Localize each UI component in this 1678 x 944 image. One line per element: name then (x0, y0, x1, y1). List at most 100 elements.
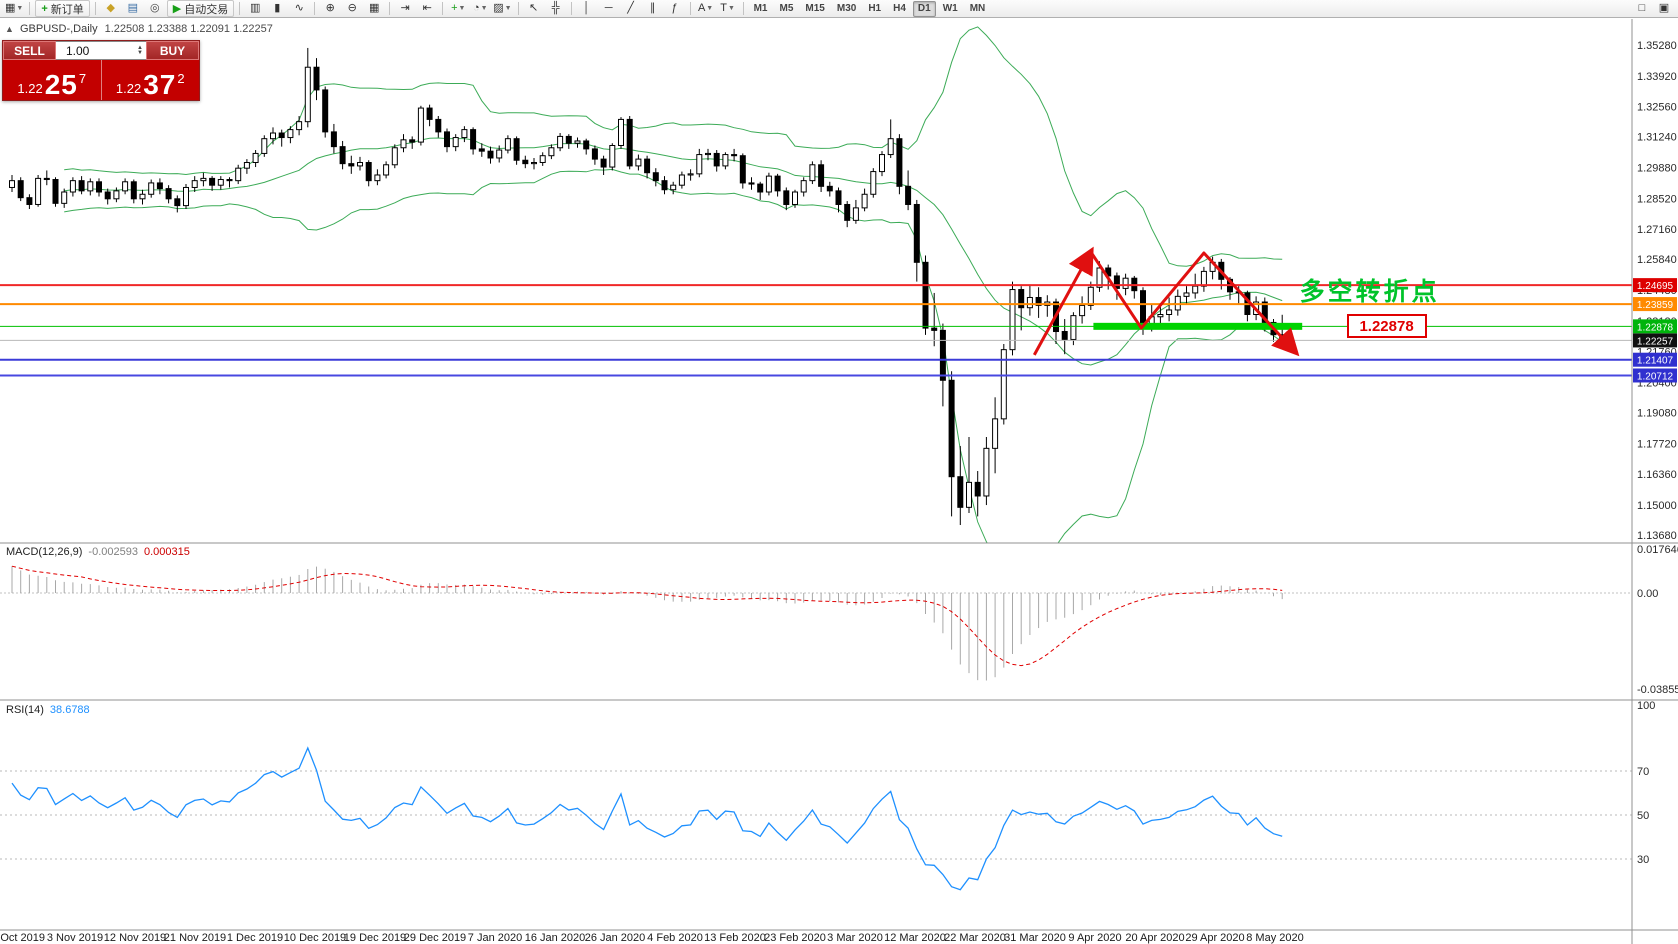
timeframe-w1[interactable]: W1 (942, 3, 958, 14)
tile-windows-icon[interactable]: ▦ (364, 0, 384, 17)
rsi-name: RSI(14) (6, 704, 44, 716)
candle-body (548, 147, 555, 157)
timeframe-m15[interactable]: M15 (805, 3, 825, 14)
candle-body (156, 182, 163, 190)
candle-body (809, 164, 816, 182)
price-tick: 1.13680 (1637, 530, 1677, 542)
toolbar-separator (239, 2, 241, 15)
candle (322, 86, 329, 138)
equidistant-channel-icon[interactable]: ∥ (643, 0, 663, 17)
candle (43, 170, 50, 186)
chart-shift-icon[interactable]: ⇤ (417, 0, 437, 17)
candle (1009, 281, 1016, 356)
new-window-icon[interactable]: □ (1632, 0, 1652, 17)
price-tag-label: 1.22257 (1637, 336, 1674, 347)
time-label: 4 Feb 2020 (647, 932, 703, 944)
templates-icon[interactable]: ▨ ▼ (492, 0, 512, 17)
price-axis[interactable] (1633, 19, 1678, 944)
rsi-tick: 100 (1637, 700, 1655, 712)
macd-panel[interactable] (0, 565, 1632, 681)
volume-input[interactable]: 1.00 ▲ ▼ (56, 41, 146, 60)
crosshair-icon[interactable]: ╬ (546, 0, 566, 17)
timeframe-d1[interactable]: D1 (912, 0, 936, 17)
trendline-icon[interactable]: ╱ (621, 0, 641, 17)
price-tick: 1.35280 (1637, 40, 1677, 52)
support-zone[interactable] (1093, 322, 1303, 330)
price-tag-label: 1.24695 (1637, 281, 1674, 292)
candle-body (644, 158, 651, 174)
timeframe-m5[interactable]: M5 (779, 3, 794, 14)
candle-body (1018, 289, 1025, 309)
new-order-button[interactable]: + 新订单 (35, 0, 90, 17)
fibonacci-icon[interactable]: ƒ (665, 0, 685, 17)
arrow-tool-dropdown-icon[interactable]: ▼ (727, 5, 735, 12)
candle (609, 143, 616, 171)
buy-button[interactable]: BUY (146, 41, 199, 60)
candle (1174, 289, 1181, 316)
candle (800, 177, 807, 197)
candle-body (635, 158, 642, 167)
candle-body (531, 162, 537, 165)
buy-price[interactable]: 1.22 37 2 (102, 60, 200, 100)
volume-spinner[interactable]: ▲ ▼ (137, 44, 144, 56)
candle (35, 174, 42, 207)
zoom-in-icon[interactable]: ⊕ (320, 0, 340, 17)
expert-advisors-icon[interactable]: ◆ (101, 0, 121, 17)
candle-body (339, 146, 346, 165)
candle (600, 155, 607, 175)
new-chart-dropdown-icon[interactable]: ▼ (16, 5, 24, 12)
timeframe-m30[interactable]: M30 (836, 3, 857, 14)
cursor-icon[interactable]: ↖ (524, 0, 544, 17)
periods-icon[interactable]: ◔ ▼ (470, 0, 490, 17)
timeframe-m1[interactable]: M1 (753, 3, 768, 14)
horizontal-line-icon[interactable]: ─ (599, 0, 619, 17)
candle-body (252, 152, 259, 164)
candle-body (69, 180, 76, 193)
zoom-out-icon[interactable]: ⊖ (342, 0, 362, 17)
spinner-down-icon[interactable]: ▼ (137, 49, 143, 56)
line-chart-icon[interactable]: ∿ (289, 0, 309, 17)
text-tool-dropdown-icon[interactable]: ▼ (706, 5, 714, 12)
spinner-up-icon[interactable]: ▲ (137, 44, 143, 51)
trend-arrow[interactable] (1089, 251, 1300, 357)
trend-arrow[interactable] (1032, 246, 1094, 356)
sell-price[interactable]: 1.22 25 7 (3, 60, 102, 100)
indicators-dropdown-icon[interactable]: ▼ (458, 5, 466, 12)
candle (9, 174, 15, 192)
timeframe-mn[interactable]: MN (969, 3, 986, 14)
candle (1079, 296, 1086, 324)
axes-layer: 1.35280 1.33920 1.32560 1.31240 1.29880 1.285… (0, 40, 1678, 944)
templates-dropdown-icon[interactable]: ▼ (504, 5, 512, 12)
indicators-icon[interactable]: + ▼ (448, 0, 468, 17)
one-click-trading-toggle-icon[interactable]: ▲ (5, 24, 14, 34)
market-watch-icon[interactable]: ▤ (123, 0, 143, 17)
text-tool-icon[interactable]: A ▼ (696, 0, 716, 17)
candle-body (913, 203, 920, 263)
time-label: 13 Feb 2020 (704, 932, 766, 944)
history-center-icon[interactable]: ◎ (145, 0, 165, 17)
new-chart-icon[interactable]: ▦ ▼ (4, 0, 24, 17)
auto-scroll-icon[interactable]: ⇥ (395, 0, 415, 17)
candle-body (278, 132, 285, 139)
main-price-panel[interactable] (0, 26, 1632, 559)
candle (1061, 319, 1068, 355)
autotrading-button[interactable]: ▶ 自动交易 (166, 0, 235, 17)
sell-button[interactable]: SELL (3, 41, 56, 60)
candle-body (96, 181, 102, 193)
rsi-panel[interactable] (0, 746, 1632, 891)
time-axis[interactable] (0, 931, 1632, 944)
arrow-tool-icon[interactable]: T ▼ (718, 0, 738, 17)
timeframe-h1[interactable]: H1 (868, 3, 882, 14)
arrange-windows-icon[interactable]: ▣ (1654, 0, 1674, 17)
candlestick-chart-icon[interactable]: ▮ (267, 0, 287, 17)
vertical-line-icon[interactable]: │ (577, 0, 597, 17)
toolbar-separator (314, 2, 316, 15)
bar-chart-icon[interactable]: ▥ (245, 0, 265, 17)
candle-body (609, 144, 616, 168)
periods-dropdown-icon[interactable]: ▼ (480, 5, 488, 12)
timeframe-h4[interactable]: H4 (893, 3, 906, 14)
candlestick-chart-icon: ▮ (274, 2, 281, 14)
candle (261, 135, 268, 157)
candle (1000, 343, 1007, 425)
